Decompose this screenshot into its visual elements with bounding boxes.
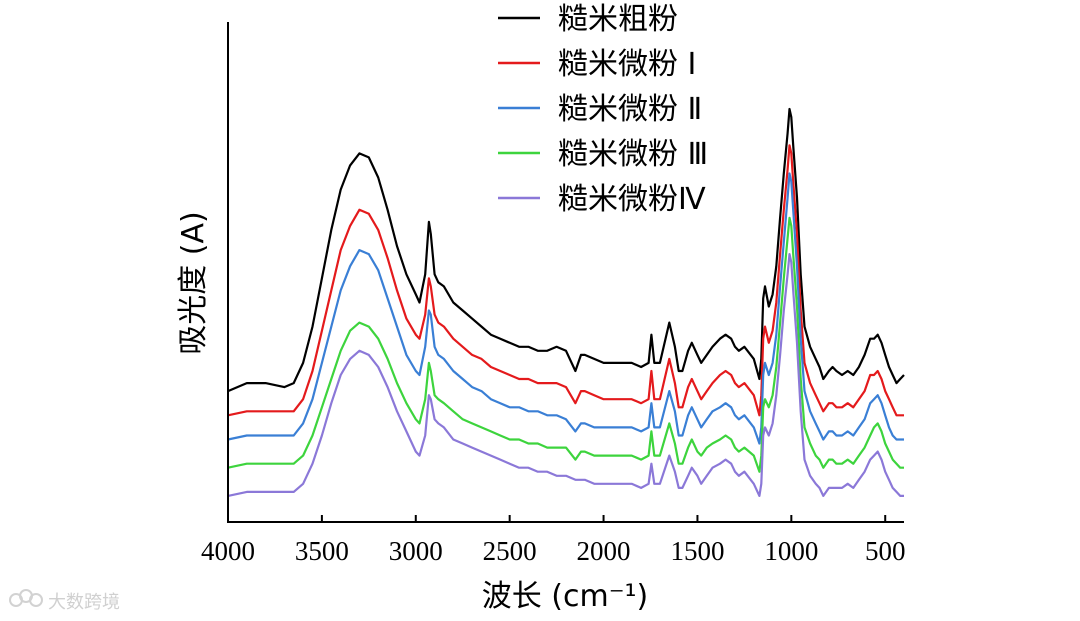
series-line-4 <box>227 216 904 473</box>
watermark-text: 大数跨境 <box>48 592 120 613</box>
series-line-2 <box>227 144 904 417</box>
series-line-3 <box>227 172 904 445</box>
legend-label-3: 糙米微粉 Ⅱ <box>558 92 702 127</box>
x-axis-ticks: 4000 3500 3000 2500 2000 1500 1000 500 <box>201 515 905 566</box>
x-tick-label: 1000 <box>764 536 818 566</box>
legend-label-4: 糙米微粉 Ⅲ <box>558 137 708 172</box>
x-tick-label: 2000 <box>577 536 631 566</box>
x-axis-label: 波长 (cm⁻¹) <box>482 579 649 614</box>
legend-label-2: 糙米微粉 Ⅰ <box>558 47 696 82</box>
series-line-1 <box>227 107 905 393</box>
series-line-5 <box>227 253 904 497</box>
x-tick-label: 3500 <box>295 536 349 566</box>
legend-label-1: 糙米粗粉 <box>558 2 678 37</box>
x-tick-label: 2500 <box>483 536 537 566</box>
plot-area <box>227 107 905 497</box>
x-tick-label: 4000 <box>201 536 255 566</box>
x-tick-label: 3000 <box>389 536 443 566</box>
y-axis-label: 吸光度 (A) <box>176 211 211 354</box>
x-tick-label: 500 <box>865 536 906 566</box>
watermark: 大数跨境 <box>9 589 120 613</box>
x-tick-label: 1500 <box>670 536 724 566</box>
legend-label-5: 糙米微粉Ⅳ <box>558 182 706 217</box>
cloud-logo-icon <box>9 589 43 607</box>
